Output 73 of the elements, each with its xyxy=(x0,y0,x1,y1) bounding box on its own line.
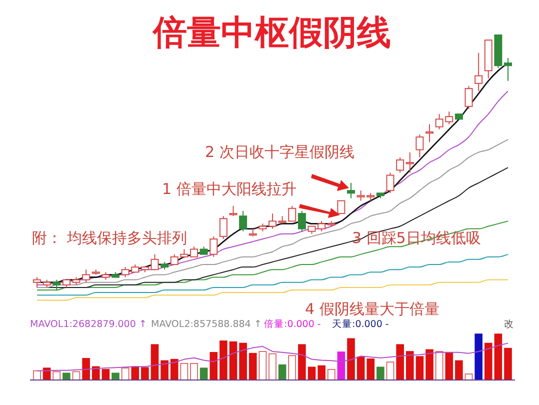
text: 4 假阴线量大于倍量 xyxy=(305,300,440,318)
bar xyxy=(337,352,346,380)
candlestick xyxy=(504,57,512,82)
bar xyxy=(426,349,434,380)
bar xyxy=(200,368,208,380)
bar xyxy=(141,367,149,380)
candlestick xyxy=(416,134,424,158)
bar xyxy=(356,356,365,380)
candlestick xyxy=(426,124,434,143)
bar xyxy=(248,352,257,380)
bar xyxy=(445,352,454,380)
candlestick xyxy=(33,276,41,288)
bar xyxy=(484,342,492,380)
bar xyxy=(278,364,286,380)
candlestick xyxy=(347,182,355,199)
bar xyxy=(160,360,168,380)
annotation: 2 次日收十字星假阴线 xyxy=(205,143,354,161)
candlestick xyxy=(190,246,198,258)
bar xyxy=(318,365,326,380)
candlestick xyxy=(219,216,228,240)
bar xyxy=(121,368,130,380)
bar xyxy=(504,348,512,380)
bar xyxy=(288,355,296,380)
bar xyxy=(406,351,414,380)
bar xyxy=(494,334,502,380)
bar xyxy=(347,338,355,380)
bar xyxy=(112,372,120,380)
bar xyxy=(258,351,267,380)
bar xyxy=(298,344,306,380)
bar xyxy=(435,351,444,380)
bar xyxy=(180,363,188,380)
bar xyxy=(210,352,218,380)
candlestick xyxy=(337,200,346,214)
bar xyxy=(327,369,336,380)
bar xyxy=(190,363,198,380)
bar xyxy=(474,334,482,380)
bar xyxy=(239,342,247,380)
candlestick xyxy=(386,172,394,194)
candlestick xyxy=(229,205,238,217)
bar xyxy=(366,358,375,380)
bar xyxy=(308,366,316,380)
bar xyxy=(416,356,424,380)
bar xyxy=(82,358,90,380)
chart-title: 倍量中枢假阴线 xyxy=(152,13,391,53)
bar xyxy=(62,372,70,380)
text: 天量:0.000 - xyxy=(332,319,389,330)
bar xyxy=(396,344,404,380)
bar xyxy=(455,360,463,380)
candlestick xyxy=(406,152,414,174)
candlestick xyxy=(298,210,306,232)
bar xyxy=(131,366,140,380)
candlestick xyxy=(396,156,404,174)
candlestick xyxy=(150,254,159,270)
candlestick xyxy=(474,52,483,92)
bar xyxy=(150,344,159,380)
bar xyxy=(220,340,228,380)
candlestick xyxy=(464,86,473,110)
text: 改 xyxy=(504,319,514,330)
bar xyxy=(376,366,384,380)
bar xyxy=(229,341,238,380)
candlestick xyxy=(268,213,276,230)
annotation: 附： 均线保持多头排列 xyxy=(32,229,187,247)
bar xyxy=(170,358,178,380)
candlestick xyxy=(52,279,61,290)
annotation: 1 倍量中大阳线拉升 xyxy=(162,180,296,198)
text: 倍量:0.000 - xyxy=(264,318,321,330)
candlestick xyxy=(210,236,218,258)
text: MAVOL2:857588.884 ↑ xyxy=(151,319,262,330)
bar xyxy=(386,362,394,380)
bar xyxy=(268,353,276,380)
text: MAVOL1:2682879.000 ↑ xyxy=(30,319,147,330)
bar xyxy=(52,371,61,380)
candlestick xyxy=(239,210,248,232)
